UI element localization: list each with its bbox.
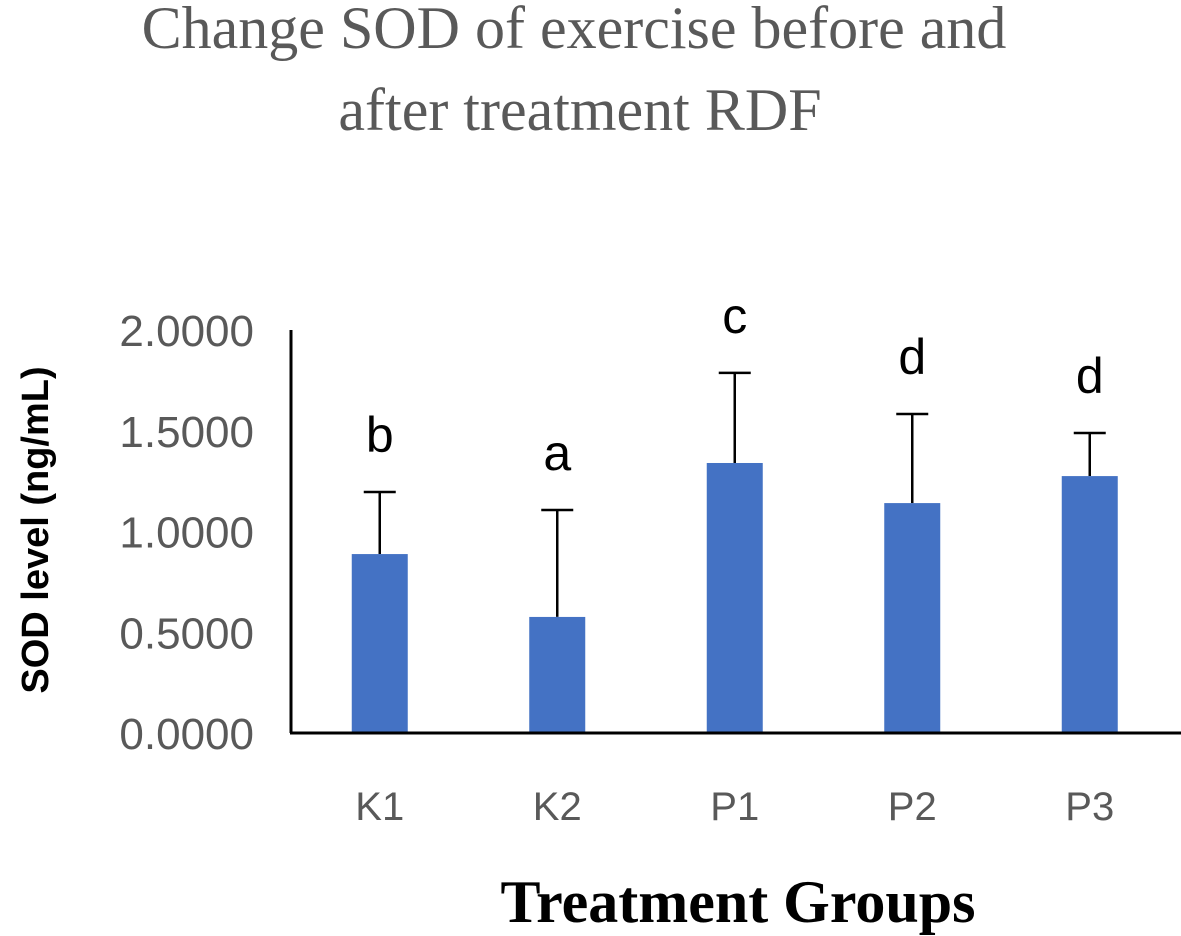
y-tick-label: 0.5000 [119,609,254,658]
y-tick-label: 0.0000 [119,710,254,759]
y-tick-label: 2.0000 [119,307,254,356]
bar-k2 [529,616,586,733]
x-tick-label: P1 [710,785,759,829]
bar-p1 [706,462,763,733]
chart-title-line-1: Change SOD of exercise before and [142,0,1007,61]
chart-title-line-2: after treatment RDF [338,77,821,143]
bar-p3 [1061,476,1118,733]
significance-letter: a [543,425,571,481]
y-tick-label: 1.0000 [119,509,254,558]
significance-letter: b [366,407,394,463]
x-tick-label: P3 [1065,785,1114,829]
y-tick-label: 1.5000 [119,408,254,457]
x-axis-label: Treatment Groups [501,869,976,935]
x-tick-label: K2 [533,785,582,829]
x-tick-label: P2 [888,785,937,829]
x-tick-label: K1 [355,785,404,829]
significance-letter: d [898,329,926,385]
significance-letter: c [722,288,747,344]
bar-p2 [884,503,941,733]
y-axis-label: SOD level (ng/mL) [15,366,57,693]
significance-letter: d [1076,348,1104,404]
bar-k1 [351,554,408,733]
